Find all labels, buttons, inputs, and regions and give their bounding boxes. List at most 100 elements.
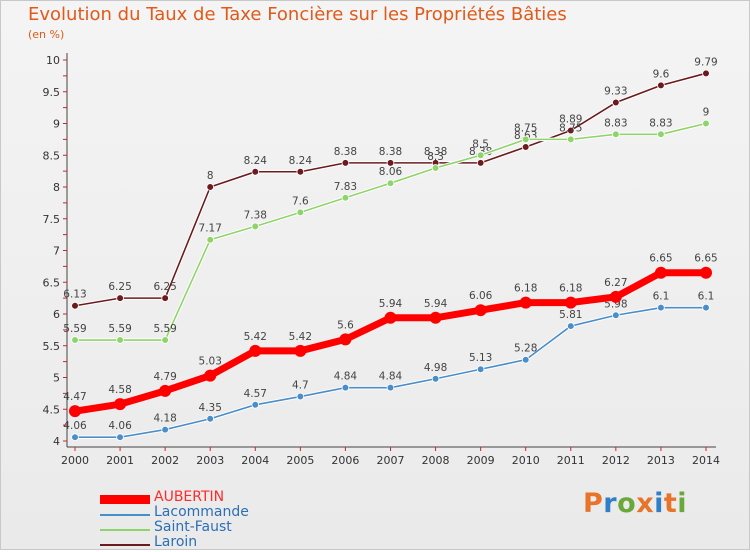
y-tick-label: 8	[53, 181, 60, 194]
y-tick-label: 4	[53, 435, 60, 448]
data-point-lacommande	[431, 374, 440, 383]
data-point-lacommande	[206, 414, 215, 423]
y-tick-label: 6.5	[43, 276, 61, 289]
data-point-lacommande	[71, 433, 79, 441]
x-tick-label: 2014	[692, 454, 720, 467]
data-label-lacommande: 6.1	[653, 291, 670, 303]
data-point-saint-faust	[566, 135, 575, 144]
data-point-aubertin	[384, 311, 397, 324]
data-label-saint-faust: 9	[703, 107, 710, 119]
series-line-halo-laroin	[74, 71, 707, 308]
data-label-saint-faust: 7.17	[199, 223, 222, 235]
data-point-saint-faust	[71, 336, 79, 344]
data-label-laroin: 8.38	[379, 146, 402, 158]
data-label-lacommande: 5.28	[514, 343, 537, 355]
data-point-lacommande	[296, 392, 305, 401]
legend-swatch	[100, 529, 150, 531]
data-label-saint-faust: 5.59	[108, 323, 131, 335]
data-point-aubertin	[564, 296, 577, 309]
data-point-saint-faust	[476, 151, 485, 160]
data-label-aubertin: 5.94	[424, 298, 448, 310]
x-tick-label: 2008	[422, 454, 450, 467]
data-point-laroin	[657, 81, 665, 90]
data-label-lacommande: 4.7	[292, 380, 309, 392]
chart-subtitle: (en %)	[28, 28, 65, 41]
x-tick-label: 2009	[467, 454, 495, 467]
data-point-aubertin	[519, 296, 532, 309]
data-point-aubertin	[609, 290, 622, 303]
data-label-laroin: 8.24	[244, 155, 268, 167]
data-label-saint-faust: 8.5	[472, 138, 489, 150]
data-point-lacommande	[521, 355, 530, 364]
data-point-laroin	[206, 183, 215, 191]
y-tick-label: 6	[53, 308, 60, 321]
legend-label: Laroin	[154, 534, 198, 550]
data-label-lacommande: 5.98	[604, 298, 627, 310]
data-point-aubertin	[429, 311, 442, 324]
data-point-laroin	[521, 143, 530, 151]
data-point-saint-faust	[116, 336, 124, 344]
data-label-laroin: 9.79	[694, 56, 717, 68]
data-label-laroin: 8.38	[334, 146, 357, 158]
data-label-saint-faust: 8.06	[379, 166, 403, 178]
data-point-laroin	[296, 167, 305, 176]
data-label-saint-faust: 7.6	[292, 195, 309, 207]
data-label-aubertin: 5.94	[379, 298, 403, 310]
y-tick-label: 5.5	[43, 340, 61, 353]
data-point-lacommande	[341, 383, 350, 392]
data-label-aubertin: 5.42	[244, 331, 267, 343]
data-point-saint-faust	[386, 179, 395, 187]
data-point-aubertin	[114, 398, 127, 411]
data-point-laroin	[612, 98, 620, 107]
data-label-aubertin: 4.58	[108, 384, 131, 396]
data-point-lacommande	[161, 425, 169, 434]
x-tick-label: 2002	[151, 454, 179, 467]
data-label-lacommande: 6.1	[698, 291, 715, 303]
data-label-saint-faust: 8.83	[649, 117, 672, 129]
data-label-lacommande: 4.84	[379, 371, 403, 383]
data-point-laroin	[161, 294, 169, 302]
x-tick-label: 2012	[602, 454, 630, 467]
data-label-aubertin: 4.47	[63, 391, 86, 403]
legend-swatch	[100, 514, 150, 516]
y-tick-label: 7	[53, 245, 60, 258]
data-label-saint-faust: 8.3	[427, 151, 444, 163]
x-tick-label: 2001	[106, 454, 134, 467]
data-label-lacommande: 4.06	[63, 420, 87, 432]
data-label-laroin: 8.24	[289, 155, 313, 167]
data-point-aubertin	[249, 344, 262, 357]
x-tick-label: 2010	[512, 454, 540, 467]
data-label-lacommande: 4.06	[108, 420, 132, 432]
data-label-saint-faust: 5.59	[153, 323, 176, 335]
data-label-laroin: 6.25	[153, 281, 176, 293]
data-point-laroin	[251, 167, 260, 176]
legend-swatch	[100, 495, 150, 504]
x-tick-label: 2000	[61, 454, 89, 467]
series-line-laroin	[74, 72, 707, 307]
x-tick-label: 2005	[286, 454, 314, 467]
legend-swatch	[100, 544, 150, 546]
data-label-lacommande: 4.57	[244, 388, 267, 400]
data-label-aubertin: 5.03	[199, 356, 222, 368]
data-label-laroin: 8.89	[559, 113, 582, 125]
data-label-lacommande: 4.18	[153, 413, 176, 425]
data-label-saint-faust: 8.75	[514, 122, 537, 134]
data-point-lacommande	[251, 401, 260, 409]
data-point-laroin	[702, 69, 710, 78]
data-point-lacommande	[702, 303, 710, 312]
data-point-lacommande	[612, 311, 620, 320]
x-tick-label: 2007	[377, 454, 405, 467]
data-point-lacommande	[116, 433, 124, 441]
data-point-saint-faust	[296, 208, 305, 217]
data-point-saint-faust	[341, 193, 350, 202]
data-point-laroin	[386, 159, 395, 167]
data-label-aubertin: 5.42	[289, 331, 312, 343]
data-label-lacommande: 4.35	[199, 402, 222, 414]
x-tick-label: 2006	[331, 454, 359, 467]
data-label-laroin: 6.25	[108, 281, 131, 293]
data-label-saint-faust: 5.59	[63, 323, 86, 335]
data-point-laroin	[71, 301, 79, 310]
data-point-saint-faust	[657, 130, 665, 139]
data-label-aubertin: 5.6	[337, 319, 354, 331]
